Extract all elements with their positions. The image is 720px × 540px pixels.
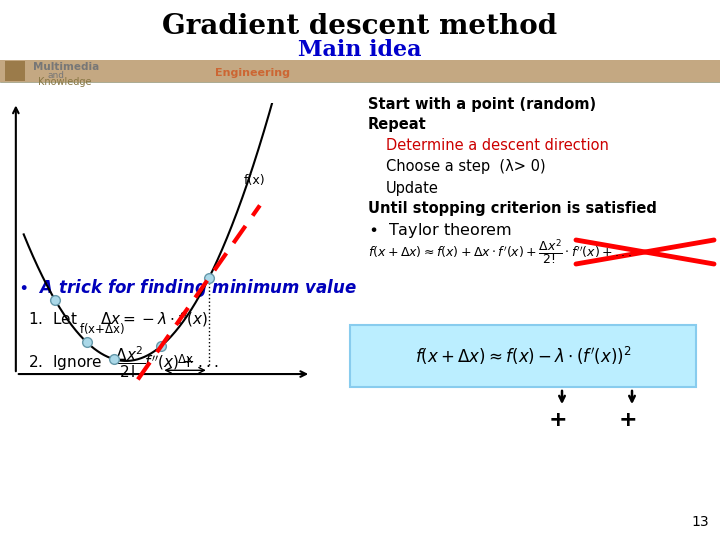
Text: $\bullet$  A trick for finding minimum value: $\bullet$ A trick for finding minimum va… bbox=[18, 277, 357, 299]
Text: Knowledge: Knowledge bbox=[38, 77, 91, 87]
Text: +: + bbox=[618, 410, 637, 430]
Text: +: + bbox=[549, 410, 567, 430]
Text: $f(x+\Delta x) \approx f(x) + \Delta x \cdot f'(x) + \dfrac{\Delta x^2}{2!} \cdo: $f(x+\Delta x) \approx f(x) + \Delta x \… bbox=[368, 237, 632, 267]
Text: $\Delta$x: $\Delta$x bbox=[177, 353, 194, 366]
Text: Gradient descent method: Gradient descent method bbox=[163, 14, 557, 40]
Text: Choose a step  (λ> 0): Choose a step (λ> 0) bbox=[386, 159, 546, 174]
FancyBboxPatch shape bbox=[350, 325, 696, 387]
Text: 2.  Ignore   $\dfrac{\Delta x^2}{2!} f''(x)+...$: 2. Ignore $\dfrac{\Delta x^2}{2!} f''(x)… bbox=[28, 345, 218, 380]
Bar bbox=[0, 60, 720, 82]
Text: Determine a descent direction: Determine a descent direction bbox=[386, 138, 609, 153]
Text: Multimedia: Multimedia bbox=[33, 62, 99, 72]
Text: Update: Update bbox=[386, 180, 439, 195]
Bar bbox=[5, 61, 25, 81]
Text: and: and bbox=[48, 71, 65, 79]
Text: Engineering: Engineering bbox=[215, 68, 290, 78]
Text: f(x+$\Delta$x): f(x+$\Delta$x) bbox=[79, 321, 125, 336]
Text: Until stopping criterion is satisfied: Until stopping criterion is satisfied bbox=[368, 201, 657, 217]
Text: 13: 13 bbox=[691, 515, 708, 529]
Text: Repeat: Repeat bbox=[368, 118, 427, 132]
Text: f(x): f(x) bbox=[244, 174, 266, 187]
Text: $\bullet$  Taylor theorem: $\bullet$ Taylor theorem bbox=[368, 220, 512, 240]
Text: 1.  Let     $\Delta x = -\lambda \cdot f'(x)$: 1. Let $\Delta x = -\lambda \cdot f'(x)$ bbox=[28, 310, 209, 329]
Text: $f(x+\Delta x) \approx f(x) - \lambda \cdot (f'(x))^2$: $f(x+\Delta x) \approx f(x) - \lambda \c… bbox=[415, 345, 631, 367]
Text: Main idea: Main idea bbox=[298, 39, 422, 61]
Text: Start with a point (random): Start with a point (random) bbox=[368, 97, 596, 111]
